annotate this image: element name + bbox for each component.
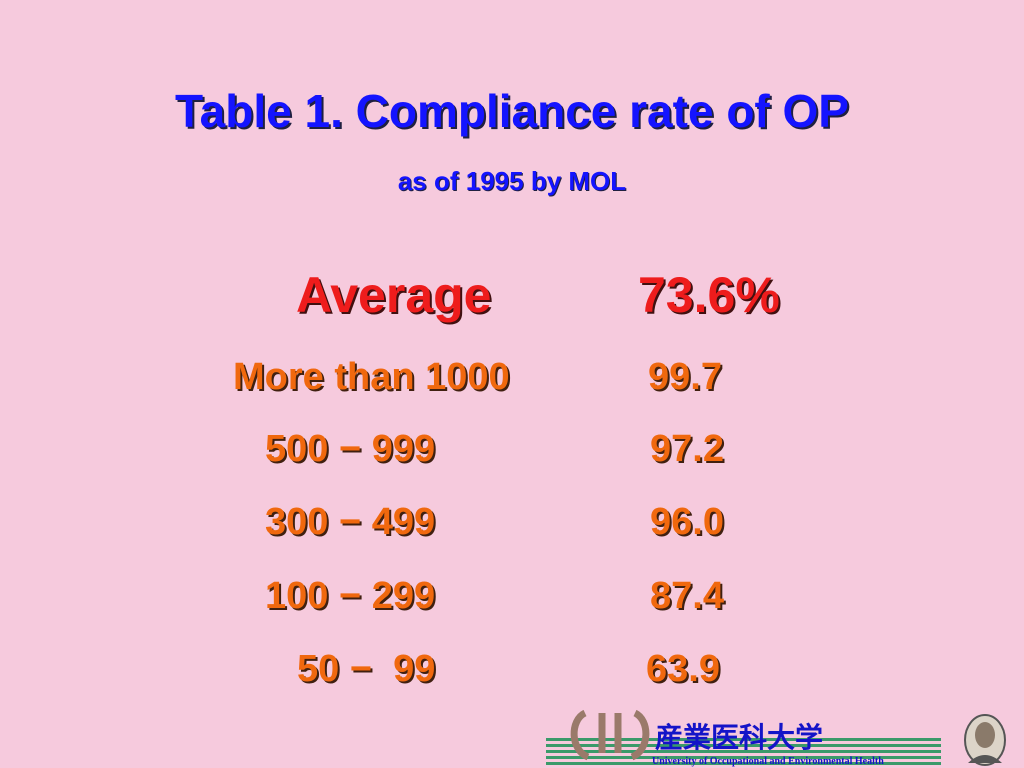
row-label: 500 − 999 <box>265 428 436 470</box>
university-name-ja: 産業医科大学 <box>655 721 823 753</box>
average-label: Average <box>296 267 492 323</box>
row-label: 300 − 499 <box>265 501 436 543</box>
university-name-en: University of Occupational and Environme… <box>652 756 884 767</box>
emblem <box>570 709 650 761</box>
row-value: 96.0 <box>650 501 724 543</box>
row-label: More than 1000 <box>233 356 510 398</box>
stripes <box>546 738 941 765</box>
subtitle: as of 1995 by MOL <box>397 166 627 196</box>
footer-logo: 産業医科大学 University of Occupational and En… <box>546 709 1006 767</box>
portrait <box>964 714 1006 766</box>
average-value: 73.6% <box>638 267 780 323</box>
row-label: 100 − 299 <box>265 575 436 617</box>
title: Table 1. Compliance rate of OP <box>175 85 849 137</box>
row-value: 87.4 <box>650 575 724 617</box>
row-value: 99.7 <box>648 356 722 398</box>
row-value: 63.9 <box>646 648 720 690</box>
row-label: 50 − 99 <box>297 648 436 690</box>
row-value: 97.2 <box>650 428 724 470</box>
